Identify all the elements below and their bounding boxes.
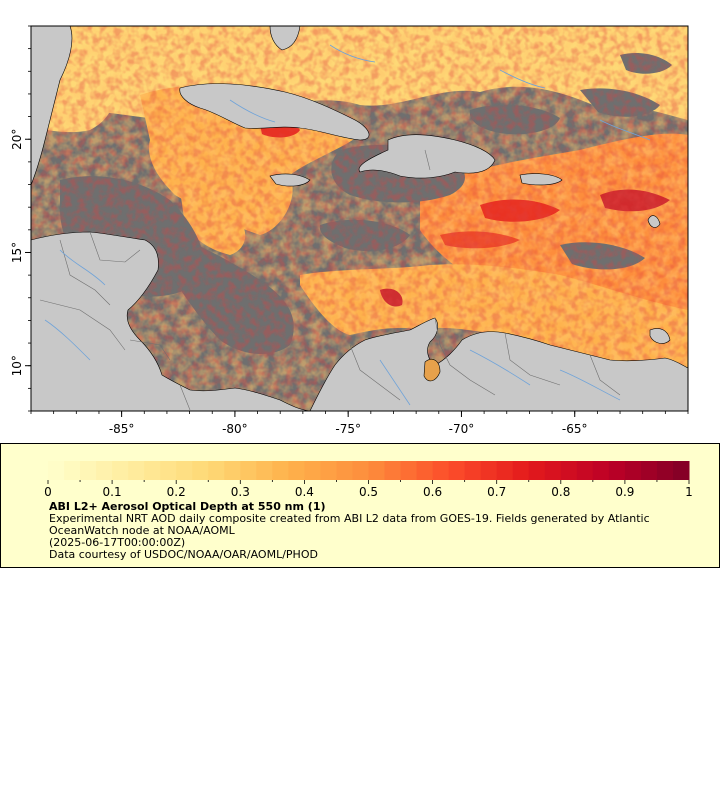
colorbar-cell bbox=[64, 461, 81, 480]
colorbar-tick-label: 0.2 bbox=[167, 485, 186, 499]
colorbar-cell bbox=[448, 461, 466, 480]
colorbar-tick-label: 0.3 bbox=[231, 485, 250, 499]
colorbar-gradient bbox=[48, 461, 690, 480]
colorbar-tick-label: 0.5 bbox=[359, 485, 378, 499]
colorbar-cell bbox=[464, 461, 482, 480]
colorbar-cell bbox=[512, 461, 530, 480]
land-hispaniola bbox=[358, 134, 496, 179]
colorbar-cell bbox=[272, 461, 289, 480]
colorbar-cell bbox=[496, 461, 514, 480]
colorbar-cell bbox=[256, 461, 273, 480]
colorbar-cell bbox=[480, 461, 498, 480]
legend-panel: 0 0.1 0.2 0.3 0.4 0.5 0.6 0.7 0.8 0.9 1 ABI L2+ Ae… bbox=[0, 443, 720, 568]
colorbar-cell bbox=[432, 461, 450, 480]
land-puerto-rico bbox=[519, 173, 563, 186]
land-cuba bbox=[179, 83, 370, 141]
colorbar-tick-label: 0.9 bbox=[615, 485, 634, 499]
colorbar-cell bbox=[80, 461, 97, 480]
colorbar-cell bbox=[128, 461, 145, 480]
land-central-america bbox=[31, 231, 311, 411]
colorbar-cell bbox=[240, 461, 257, 480]
colorbar: 0 0.1 0.2 0.3 0.4 0.5 0.6 0.7 0.8 0.9 1 bbox=[44, 461, 693, 499]
lon-tick-label: -85° bbox=[109, 422, 135, 436]
lat-tick-label: 20° bbox=[10, 129, 24, 150]
colorbar-cell bbox=[560, 461, 578, 480]
colorbar-cell bbox=[352, 461, 369, 480]
legend-credit: Data courtesy of USDOC/NOAA/OAR/AOML/PHO… bbox=[49, 548, 318, 561]
colorbar-tick-label: 0.4 bbox=[295, 485, 314, 499]
colorbar-cell bbox=[656, 461, 674, 480]
colorbar-cell bbox=[208, 461, 225, 480]
colorbar-cell bbox=[672, 461, 690, 480]
lon-tick-label: -65° bbox=[562, 422, 588, 436]
colorbar-cell bbox=[288, 461, 305, 480]
colorbar-cell bbox=[96, 461, 113, 480]
land-lesser-antilles bbox=[647, 215, 661, 228]
colorbar-tick-label: 0.7 bbox=[487, 485, 506, 499]
colorbar-cell bbox=[144, 461, 161, 480]
colorbar-cell bbox=[576, 461, 594, 480]
lon-tick-label: -70° bbox=[449, 422, 475, 436]
colorbar-cell bbox=[416, 461, 434, 480]
colorbar-cell bbox=[544, 461, 562, 480]
rivers bbox=[44, 44, 651, 406]
legend-title: ABI L2+ Aerosol Optical Depth at 550 nm … bbox=[49, 500, 326, 513]
lon-tick-label: -75° bbox=[335, 422, 361, 436]
land-maracaibo-lake bbox=[423, 359, 441, 382]
lat-tick-label: 15° bbox=[10, 242, 24, 263]
colorbar-cell bbox=[160, 461, 177, 480]
land-bahamas bbox=[269, 26, 301, 51]
latitude-ticks: 10° 15° 20° bbox=[10, 25, 31, 412]
colorbar-cell bbox=[224, 461, 241, 480]
colorbar-cell bbox=[528, 461, 546, 480]
land-trinidad bbox=[649, 328, 671, 344]
colorbar-cell bbox=[624, 461, 642, 480]
land-yucatan bbox=[31, 26, 73, 186]
land-masses bbox=[31, 26, 688, 411]
colorbar-tick-label: 0.8 bbox=[551, 485, 570, 499]
colorbar-cell bbox=[48, 461, 65, 480]
colorbar-tick-label: 1 bbox=[685, 485, 693, 499]
colorbar-cell bbox=[112, 461, 129, 480]
colorbar-tick-label: 0.1 bbox=[103, 485, 122, 499]
colorbar-tick-label: 0 bbox=[44, 485, 52, 499]
colorbar-cell bbox=[640, 461, 658, 480]
map-plot-area bbox=[31, 26, 688, 411]
lat-tick-label: 10° bbox=[10, 355, 24, 376]
legend-text: ABI L2+ Aerosol Optical Depth at 550 nm … bbox=[49, 501, 709, 561]
legend-description: Experimental NRT AOD daily composite cre… bbox=[49, 512, 650, 537]
land-jamaica bbox=[269, 173, 311, 187]
colorbar-cell bbox=[384, 461, 402, 480]
colorbar-cell bbox=[592, 461, 610, 480]
colorbar-cell bbox=[368, 461, 386, 480]
colorbar-cell bbox=[320, 461, 337, 480]
colorbar-cell bbox=[400, 461, 418, 480]
country-borders bbox=[39, 149, 621, 411]
map-frame bbox=[30, 25, 689, 412]
colorbar-ticks: 0 0.1 0.2 0.3 0.4 0.5 0.6 0.7 0.8 0.9 1 bbox=[44, 480, 693, 499]
colorbar-cell bbox=[336, 461, 353, 480]
lon-tick-label: -80° bbox=[222, 422, 248, 436]
longitude-ticks: -85° -80° -75° -70° -65° bbox=[30, 411, 689, 436]
colorbar-cell bbox=[304, 461, 321, 480]
colorbar-cell bbox=[176, 461, 193, 480]
colorbar-cell bbox=[192, 461, 209, 480]
colorbar-tick-label: 0.6 bbox=[423, 485, 442, 499]
map-figure: -85° -80° -75° -70° -65° 10° 15° 20° bbox=[10, 25, 689, 436]
legend-time: (2025-06-17T00:00:00Z) bbox=[49, 536, 186, 549]
colorbar-cell bbox=[608, 461, 626, 480]
